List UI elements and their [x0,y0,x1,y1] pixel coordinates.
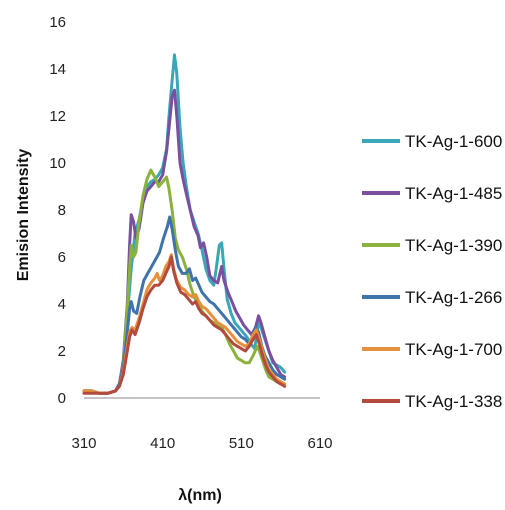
y-tick-label: 16 [49,14,66,31]
x-axis-ticks: 310 410 510 610 [71,435,332,452]
legend-label: TK-Ag-1-338 [405,392,502,411]
series-line-3 [82,168,287,395]
x-axis-title: λ(nm) [178,487,222,504]
legend-label: TK-Ag-1-700 [405,340,502,359]
y-tick-label: 2 [58,343,66,360]
series-line-1 [82,53,287,395]
x-tick-label: 410 [150,435,175,452]
x-tick-label: 510 [229,435,254,452]
y-tick-label: 14 [49,61,66,78]
y-tick-label: 4 [58,296,66,313]
legend-label: TK-Ag-1-390 [405,236,502,255]
series-line-5 [82,253,287,395]
legend-label: TK-Ag-1-485 [405,184,502,203]
legend: TK-Ag-1-600 TK-Ag-1-485 TK-Ag-1-390 TK-Ag-1… [362,132,502,411]
y-tick-label: 0 [58,390,66,407]
x-tick-label: 610 [307,435,332,452]
legend-label: TK-Ag-1-266 [405,288,502,307]
y-tick-label: 8 [58,202,66,219]
y-axis-title: Emision Intensity [15,149,32,282]
x-tick-label: 310 [71,435,96,452]
y-tick-label: 12 [49,108,66,125]
y-axis-ticks: 0 2 4 6 8 10 12 14 16 [49,14,66,407]
y-tick-label: 6 [58,249,66,266]
series-line-6 [82,255,287,395]
series-lines [82,53,287,395]
y-tick-label: 10 [49,155,66,172]
series-line-4 [82,215,287,395]
legend-label: TK-Ag-1-600 [405,132,502,151]
